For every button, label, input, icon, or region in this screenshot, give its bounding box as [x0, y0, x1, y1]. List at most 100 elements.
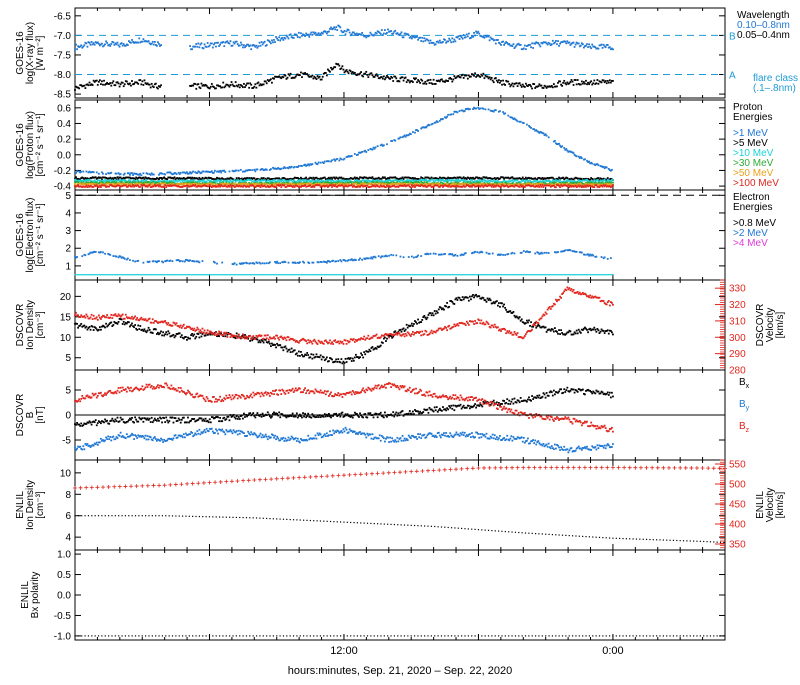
- data-point: [212, 47, 214, 49]
- data-point: [180, 260, 182, 262]
- data-point: [246, 262, 248, 264]
- data-point: [410, 133, 412, 135]
- data-point: [293, 195, 294, 196]
- data-point: [157, 88, 159, 90]
- data-point: [345, 260, 347, 262]
- data-point: [301, 165, 303, 167]
- data-point: [517, 180, 519, 182]
- y-tick-label: 1: [65, 261, 71, 272]
- data-point: [98, 81, 100, 83]
- data-point: [362, 76, 364, 78]
- data-point: [446, 116, 448, 118]
- data-point: [338, 65, 340, 67]
- data-point: [122, 82, 124, 84]
- data-point: [269, 261, 271, 263]
- data-point: [433, 42, 435, 44]
- data-point: [493, 81, 495, 83]
- data-point: [100, 251, 102, 253]
- data-point: [511, 45, 513, 47]
- data-point: [305, 177, 307, 179]
- data-point: [189, 195, 190, 196]
- data-point: [481, 75, 483, 77]
- data-point: [259, 42, 261, 44]
- y-tick-label: 3: [65, 226, 71, 237]
- data-point: [198, 261, 200, 263]
- data-point: [152, 183, 154, 185]
- data-point: [257, 169, 259, 171]
- data-point: [557, 82, 559, 84]
- data-point: [381, 76, 383, 78]
- data-point: [394, 140, 396, 142]
- data-point: [474, 35, 476, 37]
- data-point: [144, 79, 146, 81]
- data-point: [584, 158, 586, 160]
- data-point: [339, 27, 341, 29]
- data-point: [139, 186, 141, 188]
- data-point: [380, 33, 382, 35]
- data-point: [500, 195, 501, 196]
- data-point: [413, 184, 415, 186]
- data-point: [229, 43, 231, 45]
- data-point: [592, 82, 594, 84]
- data-point: [99, 79, 101, 81]
- data-point: [128, 172, 130, 174]
- data-point: [87, 46, 89, 48]
- data-point: [164, 174, 166, 176]
- data-point: [581, 157, 583, 159]
- data-point: [458, 35, 460, 37]
- data-point: [442, 118, 444, 120]
- data-point: [215, 87, 217, 89]
- data-point: [191, 177, 193, 179]
- data-point: [277, 262, 279, 264]
- data-point: [279, 40, 281, 42]
- data-point: [585, 183, 587, 185]
- data-point: [484, 77, 486, 79]
- data-point: [562, 177, 564, 179]
- data-point: [387, 29, 389, 31]
- data-point: [330, 177, 332, 179]
- data-point: [206, 85, 208, 87]
- data-point: [452, 79, 454, 81]
- data-point: [80, 44, 82, 46]
- data-point: [474, 251, 476, 253]
- data-point: [585, 186, 587, 188]
- data-point: [230, 184, 232, 186]
- data-point: [561, 145, 563, 147]
- data-point: [411, 184, 413, 186]
- data-point: [220, 172, 222, 174]
- data-point: [308, 195, 309, 196]
- data-point: [437, 121, 439, 123]
- data-point: [311, 163, 313, 165]
- data-point: [548, 136, 550, 138]
- legend-entry: >4 MeV: [733, 238, 768, 249]
- data-point: [123, 85, 125, 87]
- data-point: [345, 33, 347, 35]
- data-point: [537, 85, 539, 87]
- data-point: [143, 177, 145, 179]
- data-point: [150, 174, 152, 176]
- data-point: [84, 87, 86, 89]
- data-point: [452, 41, 454, 43]
- data-point: [376, 33, 378, 35]
- data-point: [532, 47, 534, 49]
- data-point: [465, 36, 467, 38]
- data-point: [278, 36, 280, 38]
- data-point: [279, 184, 281, 186]
- data-point: [186, 171, 188, 173]
- data-point: [300, 32, 302, 34]
- data-point: [121, 42, 123, 44]
- data-point: [547, 44, 549, 46]
- data-point: [272, 41, 274, 43]
- data-point: [343, 69, 345, 71]
- data-point: [298, 165, 300, 167]
- data-point: [460, 195, 461, 196]
- data-point: [227, 195, 228, 196]
- data-point: [277, 39, 279, 41]
- data-point: [503, 183, 505, 185]
- data-point: [309, 34, 311, 36]
- data-point: [344, 158, 346, 160]
- data-point: [502, 41, 504, 43]
- data-point: [419, 82, 421, 84]
- data-point: [155, 83, 157, 85]
